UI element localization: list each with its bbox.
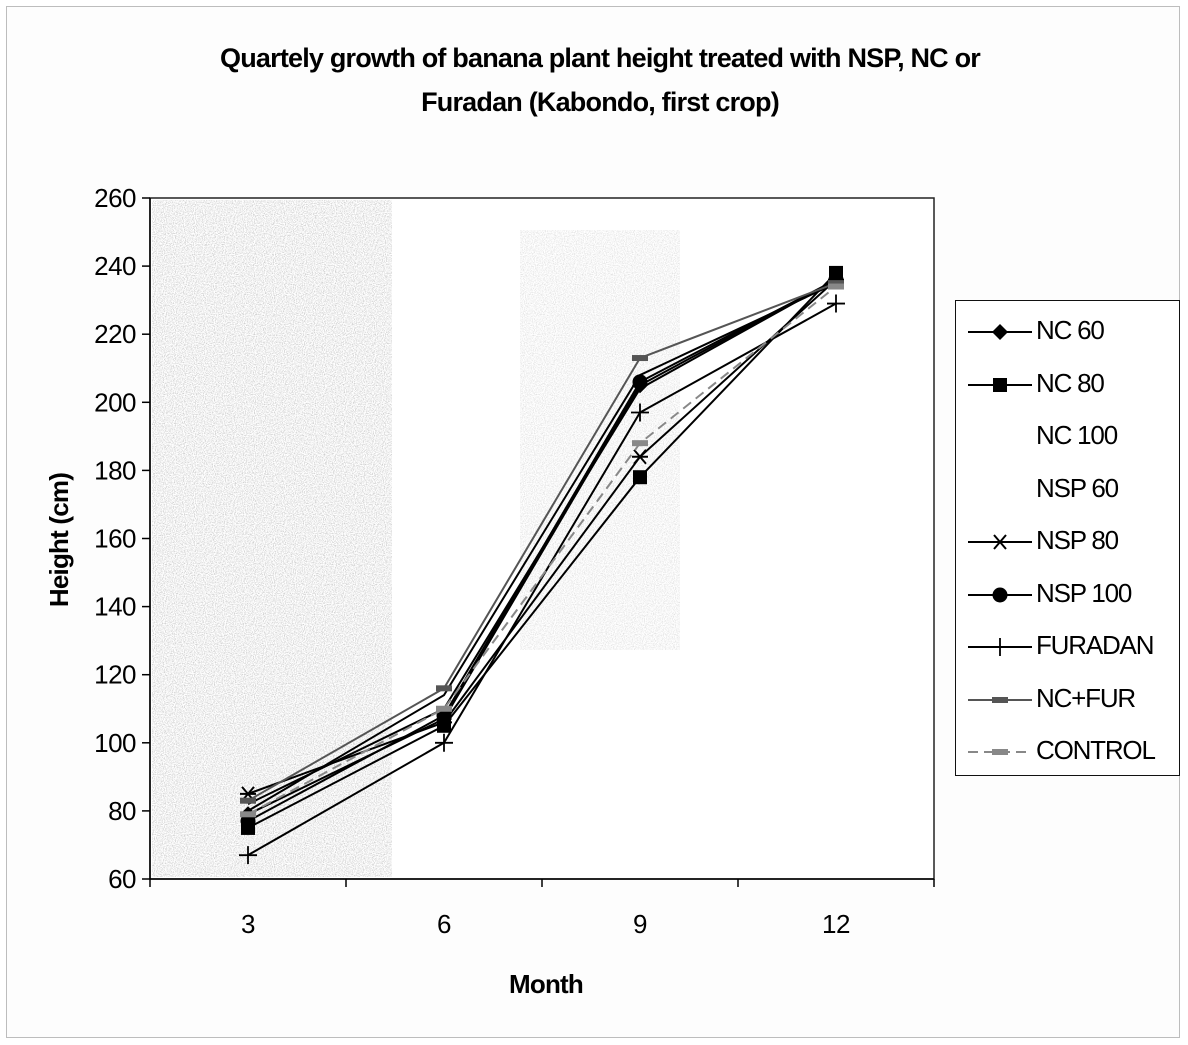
data-point (240, 813, 256, 829)
legend-label: NC 80 (1036, 367, 1105, 398)
legend-swatch (968, 638, 1032, 656)
series-furadan (239, 294, 845, 865)
data-point (632, 449, 648, 465)
y-tick-label: 120 (94, 660, 136, 690)
data-point (631, 403, 649, 422)
data-point (632, 440, 648, 447)
series-control (240, 283, 844, 818)
series-line (247, 278, 837, 822)
legend-item: NC 60 (956, 311, 1179, 351)
data-point (239, 846, 257, 865)
series-nc-fur (240, 280, 844, 804)
data-point (435, 733, 453, 752)
series-nsp-100 (240, 272, 844, 829)
y-tick-label: 100 (94, 728, 136, 758)
data-point (436, 685, 452, 692)
legend-marker (992, 324, 1008, 340)
legend-marker (992, 749, 1008, 755)
data-point (633, 470, 647, 485)
series-layer (239, 265, 845, 865)
legend-swatch (968, 587, 1032, 602)
legend-label: NC 60 (1036, 315, 1105, 345)
legend-marker (991, 638, 1009, 656)
legend-item: NSP 60 (956, 469, 1179, 509)
series-line (247, 282, 837, 802)
legend-item: NC+FUR (956, 679, 1179, 719)
y-tick-label: 80 (108, 796, 136, 826)
legend-marker (993, 377, 1007, 392)
y-tick-label: 260 (94, 183, 136, 213)
x-tick-label: 12 (822, 909, 850, 939)
legend-swatch (968, 534, 1032, 550)
legend-swatch (968, 377, 1032, 392)
y-axis-ticks: 60 80 100 120 140 160 180 200 220 240 260 (94, 183, 150, 894)
y-tick-label: 180 (94, 455, 136, 485)
y-tick-label: 220 (94, 319, 136, 349)
legend-label: NSP 100 (1036, 577, 1132, 608)
legend-marker (992, 587, 1008, 602)
legend-label: NC 100 (1036, 420, 1118, 450)
legend-label: FURADAN (1036, 630, 1154, 660)
data-point (827, 294, 845, 313)
data-point (436, 705, 452, 712)
chart-title: Quartely growth of banana plant height t… (220, 43, 981, 117)
legend-item: NC 80 (956, 364, 1179, 404)
legend-item: NC 100 (956, 416, 1179, 456)
legend-marker (992, 696, 1008, 703)
legend-swatch (968, 749, 1032, 755)
y-tick-label: 160 (94, 524, 136, 554)
x-tick-label: 9 (633, 909, 647, 939)
legend-swatch (968, 696, 1032, 703)
y-tick-label: 240 (94, 251, 136, 281)
y-tick-label: 60 (108, 864, 136, 894)
legend-swatch (966, 422, 1034, 452)
legend-marker (992, 534, 1008, 550)
series-line (247, 278, 837, 795)
legend-item: NSP 80 (956, 521, 1179, 561)
x-axis-label: Month (509, 969, 583, 999)
data-point (240, 797, 256, 804)
y-tick-label: 140 (94, 592, 136, 622)
data-point (632, 355, 648, 362)
data-point (632, 374, 648, 390)
data-point (828, 283, 844, 290)
legend-label: CONTROL (1036, 735, 1156, 765)
x-tick-label: 3 (241, 909, 255, 939)
legend-swatch (966, 475, 1034, 505)
x-tick-label: 6 (437, 909, 451, 939)
series-nsp-60 (247, 282, 837, 812)
series-line (247, 302, 837, 857)
series-line (247, 272, 837, 829)
legend-item: FURADAN (956, 626, 1179, 666)
series-line (247, 278, 837, 816)
legend-item: CONTROL (956, 731, 1179, 771)
legend-swatch (968, 324, 1032, 340)
data-point (828, 280, 844, 287)
legend-label: NSP 60 (1036, 472, 1119, 503)
data-point (240, 811, 256, 818)
y-tick-label: 200 (94, 387, 136, 417)
legend-item: NSP 100 (956, 574, 1179, 614)
series-line (247, 282, 837, 812)
legend-label: NSP 80 (1036, 525, 1119, 555)
y-axis-label: Height (cm) (44, 473, 74, 607)
legend: NC 60 NC 80 NC 100 NSP 60 NSP 80 NSP 100 FURAD… (955, 300, 1180, 776)
series-line (247, 285, 837, 816)
legend-label: NC+FUR (1036, 682, 1136, 713)
x-axis-ticks: 3 6 9 12 (149, 879, 935, 939)
